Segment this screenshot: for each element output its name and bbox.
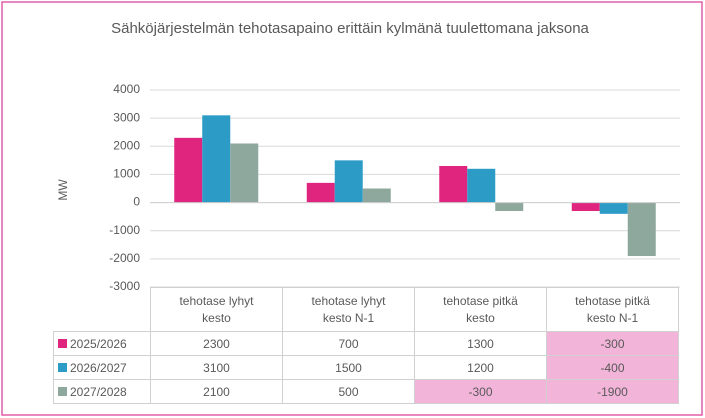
bar	[306, 182, 335, 203]
series-row: 2025/2026 2300 700 1300 -300	[53, 331, 679, 356]
legend-swatch	[58, 362, 67, 372]
legend-cell: 2027/2028	[53, 379, 151, 404]
table-value: -300	[546, 331, 679, 356]
table-value: 500	[282, 379, 415, 404]
corner-cell	[53, 287, 151, 332]
legend-label: 2027/2028	[70, 384, 127, 399]
chart-title: Sähköjärjestelmän tehotasapaino erittäin…	[111, 20, 589, 37]
table-value: 1200	[414, 355, 547, 380]
legend-label: 2026/2027	[70, 360, 127, 375]
bar	[467, 168, 496, 203]
y-tick-label: 3000	[113, 110, 140, 124]
bar	[174, 137, 203, 203]
table-value: -1900	[546, 379, 679, 404]
y-axis-label: MW	[56, 179, 70, 201]
bar	[627, 202, 656, 257]
table-value: -300	[414, 379, 547, 404]
table-value: -400	[546, 355, 679, 380]
table-value: 3100	[150, 355, 283, 380]
category-label: tehotase pitkä kesto	[414, 287, 547, 332]
legend-swatch	[58, 338, 67, 348]
data-table: tehotase lyhyt kesto tehotase lyhyt kesto…	[53, 287, 679, 404]
table-value: 700	[282, 331, 415, 356]
y-tick-label: -2000	[109, 251, 140, 265]
header-row: tehotase lyhyt kesto tehotase lyhyt kesto…	[53, 287, 679, 332]
legend-swatch	[58, 386, 67, 396]
bar	[439, 165, 468, 203]
category-label: tehotase pitkä kesto N-1	[546, 287, 679, 332]
bar	[571, 202, 600, 212]
category-label: tehotase lyhyt kesto	[150, 287, 283, 332]
bar	[334, 160, 363, 203]
y-tick-label: -1000	[109, 223, 140, 237]
legend-label: 2025/2026	[70, 336, 127, 351]
table-value: 2300	[150, 331, 283, 356]
table-value: 1500	[282, 355, 415, 380]
table-value: 2100	[150, 379, 283, 404]
bar	[202, 115, 231, 203]
bar	[362, 188, 391, 203]
y-tick-label: 2000	[113, 138, 140, 152]
y-tick-label: 4000	[113, 82, 140, 96]
y-tick-label: 1000	[113, 167, 140, 181]
bar	[230, 143, 259, 203]
table-value: 1300	[414, 331, 547, 356]
category-label: tehotase lyhyt kesto N-1	[282, 287, 415, 332]
legend-cell: 2026/2027	[53, 355, 151, 380]
legend-cell: 2025/2026	[53, 331, 151, 356]
series-row: 2026/2027 3100 1500 1200 -400	[53, 355, 679, 380]
bar	[599, 202, 628, 214]
series-row: 2027/2028 2100 500 -300 -1900	[53, 379, 679, 404]
y-tick-label: 0	[133, 195, 140, 209]
bar	[495, 202, 524, 212]
